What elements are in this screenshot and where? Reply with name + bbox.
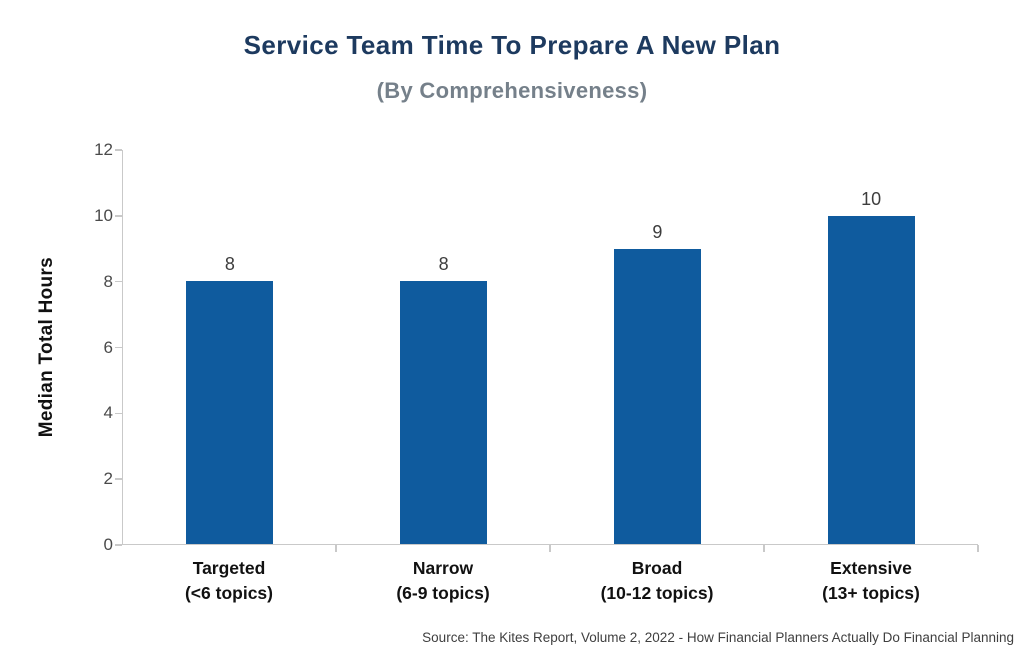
bar-value-label: 8: [438, 254, 449, 275]
plot-area: 8 8 9 10: [122, 150, 978, 545]
bar-group-broad: 9: [551, 150, 765, 544]
category-label-narrow: Narrow (6-9 topics): [336, 556, 550, 605]
category-sub: (10-12 topics): [600, 582, 714, 603]
source-attribution: Source: The Kites Report, Volume 2, 2022…: [422, 630, 1014, 645]
chart-subtitle: (By Comprehensiveness): [376, 78, 648, 103]
y-tick-mark: [115, 412, 122, 415]
y-axis-title-text: Median Total Hours: [36, 257, 57, 438]
category-name: Targeted: [192, 558, 266, 578]
y-tick-mark: [115, 346, 122, 349]
y-tick-label: 2: [103, 469, 113, 489]
y-tick-label: 0: [103, 535, 113, 554]
y-tick-mark: [115, 149, 122, 151]
x-axis-labels: Targeted (<6 topics) Narrow (6-9 topics)…: [122, 556, 978, 605]
category-name: Narrow: [412, 558, 474, 578]
y-tick-label: 8: [103, 271, 113, 291]
y-tick-mark: [115, 478, 122, 480]
category-label-targeted: Targeted (<6 topics): [122, 556, 336, 605]
x-tick-mark: [335, 545, 337, 552]
category-sub: (<6 topics): [184, 582, 273, 603]
bar-narrow: [400, 281, 488, 544]
x-tick-mark: [977, 545, 979, 552]
x-tick-mark: [549, 545, 551, 552]
bar-targeted: [186, 281, 274, 544]
bar-broad: [613, 248, 701, 544]
bars-container: 8 8 9 10: [123, 150, 978, 544]
bar-group-targeted: 8: [123, 150, 337, 544]
y-tick-mark: [115, 544, 122, 546]
y-tick-label: 4: [103, 403, 113, 423]
y-tick-mark: [115, 280, 122, 283]
category-name: Broad: [631, 558, 683, 578]
y-tick-label: 10: [94, 205, 113, 225]
x-tick-mark: [763, 545, 765, 552]
bar-value-label: 10: [861, 188, 882, 209]
bar-group-narrow: 8: [337, 150, 551, 544]
bar-value-label: 8: [224, 254, 235, 275]
category-sub: (6-9 topics): [396, 582, 490, 603]
category-label-broad: Broad (10-12 topics): [550, 556, 764, 605]
bar-group-extensive: 10: [764, 150, 978, 544]
chart-title: Service Team Time To Prepare A New Plan: [243, 30, 781, 60]
category-sub: (13+ topics): [822, 582, 920, 603]
y-axis-title: Median Total Hours: [30, 150, 64, 545]
category-name: Extensive: [830, 558, 912, 578]
y-tick-mark: [115, 215, 122, 217]
y-tick-label: 12: [94, 140, 113, 159]
y-tick-label: 6: [103, 337, 113, 357]
category-label-extensive: Extensive (13+ topics): [764, 556, 978, 605]
bar-value-label: 9: [652, 221, 663, 242]
bar-extensive: [827, 215, 915, 544]
